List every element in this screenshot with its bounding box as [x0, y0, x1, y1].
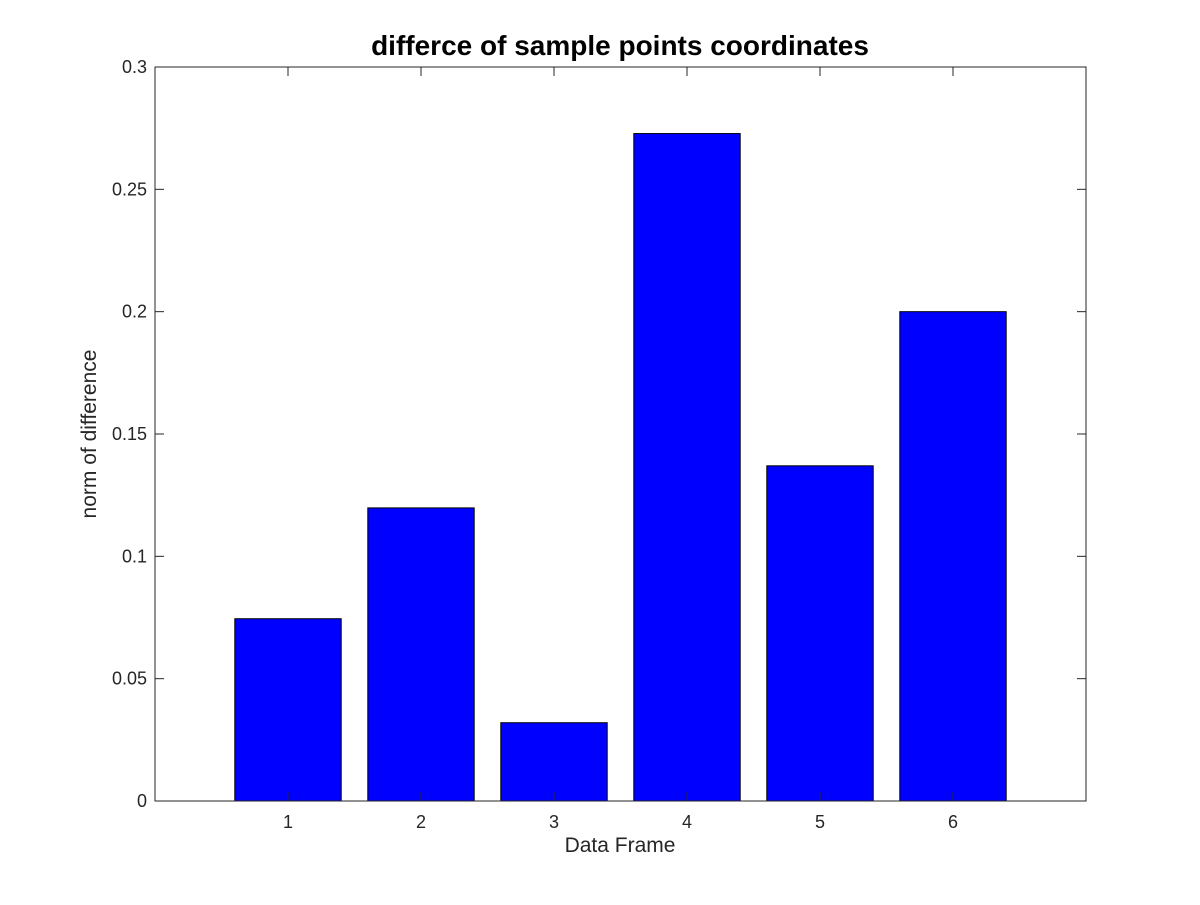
y-tick-label: 0.15	[112, 424, 147, 444]
bar-4	[633, 133, 741, 802]
y-tick-label: 0.1	[122, 546, 147, 566]
y-tick-label: 0	[137, 791, 147, 811]
ticks-layer: 0 0.05 0.1 0.15 0.2 0.25 0.3 1 2 3 4 5 6	[112, 57, 1086, 832]
x-tick-label: 3	[549, 812, 559, 832]
y-tick-label: 0.2	[122, 302, 147, 322]
x-tick-label: 5	[815, 812, 825, 832]
y-tick-label: 0.3	[122, 57, 147, 77]
bars-layer	[234, 133, 1007, 802]
y-tick-label: 0.25	[112, 179, 147, 199]
bar-2	[367, 507, 475, 802]
bar-3	[500, 722, 608, 802]
y-axis-label: norm of difference	[78, 350, 101, 519]
bar-1	[234, 618, 342, 802]
x-axis-label: Data Frame	[565, 834, 676, 857]
bar-6	[899, 311, 1007, 802]
x-tick-label: 6	[948, 812, 958, 832]
x-tick-label: 2	[416, 812, 426, 832]
x-tick-label: 1	[283, 812, 293, 832]
chart-title: differce of sample points coordinates	[371, 30, 869, 61]
x-tick-label: 4	[682, 812, 692, 832]
bar-5	[766, 465, 874, 802]
y-tick-label: 0.05	[112, 669, 147, 689]
